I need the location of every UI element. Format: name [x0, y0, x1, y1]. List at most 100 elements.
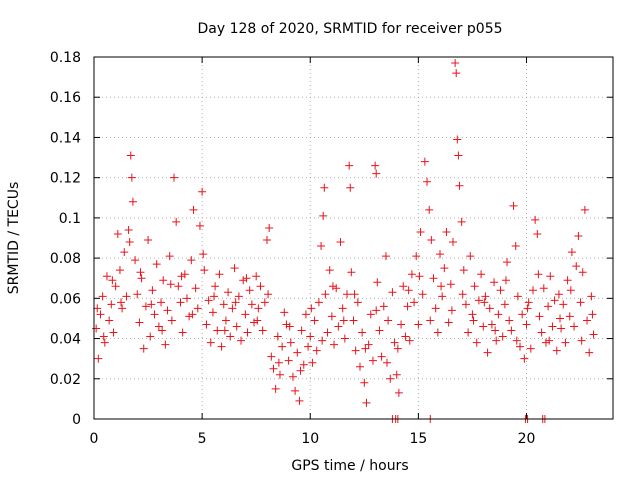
data-point — [217, 342, 226, 351]
data-point — [451, 59, 460, 68]
data-point — [178, 328, 187, 337]
data-point — [285, 322, 294, 331]
data-point — [99, 332, 108, 341]
data-point — [572, 262, 581, 271]
data-point — [267, 352, 276, 361]
data-point — [390, 338, 399, 347]
data-point — [349, 316, 358, 325]
data-point — [444, 318, 453, 327]
data-point — [548, 322, 557, 331]
axis-ticks — [93, 56, 613, 420]
data-point — [147, 300, 156, 309]
data-point — [195, 221, 204, 230]
data-point — [122, 292, 131, 301]
data-point — [241, 310, 250, 319]
data-point — [282, 320, 291, 329]
data-point — [325, 266, 334, 275]
data-point — [215, 270, 224, 279]
data-point — [189, 205, 198, 214]
data-point — [167, 316, 176, 325]
data-point — [133, 290, 142, 299]
data-point — [278, 342, 287, 351]
data-point — [585, 348, 594, 357]
data-point — [386, 374, 395, 383]
data-point — [452, 69, 461, 78]
data-point — [480, 298, 489, 307]
data-point — [202, 320, 211, 329]
data-point — [185, 312, 194, 321]
data-point — [193, 304, 202, 313]
data-point — [299, 360, 308, 369]
data-point — [494, 310, 503, 319]
data-point — [198, 187, 207, 196]
data-point — [211, 282, 220, 291]
data-point — [125, 238, 134, 247]
data-point — [500, 300, 509, 309]
data-point — [317, 242, 326, 251]
data-point — [393, 344, 402, 353]
tick-labels: 0 0.02 0.04 0.06 0.08 0.1 0.12 0.14 0.16 0.18 0 5 10… — [50, 50, 536, 447]
data-point — [360, 378, 369, 387]
data-point — [576, 298, 585, 307]
data-point — [180, 270, 189, 279]
data-point — [224, 288, 233, 297]
data-point — [433, 328, 442, 337]
data-point — [429, 274, 438, 283]
data-point — [566, 286, 575, 295]
data-point — [442, 227, 451, 236]
data-point — [361, 344, 370, 353]
data-point — [213, 326, 222, 335]
data-point — [416, 227, 425, 236]
data-point — [464, 328, 473, 337]
data-point — [93, 304, 102, 313]
data-point — [397, 320, 406, 329]
data-point — [206, 338, 215, 347]
data-point — [328, 282, 337, 291]
y-tick-label: 0.06 — [50, 291, 81, 307]
data-point — [557, 324, 566, 333]
data-point — [483, 348, 492, 357]
data-point — [523, 304, 532, 313]
data-point — [574, 231, 583, 240]
data-point — [470, 282, 479, 291]
y-tick-label: 0.1 — [59, 211, 81, 227]
data-point — [544, 302, 553, 311]
data-point — [459, 266, 468, 275]
data-point — [446, 280, 455, 289]
data-point — [98, 292, 107, 301]
y-tick-label: 0.14 — [50, 130, 81, 146]
data-point — [187, 256, 196, 265]
data-point — [166, 280, 175, 289]
data-point — [388, 288, 397, 297]
data-point — [347, 268, 356, 277]
data-point — [150, 310, 159, 319]
data-point — [339, 316, 348, 325]
data-point — [492, 336, 501, 345]
data-point — [375, 326, 384, 335]
data-point — [159, 276, 168, 285]
data-point — [306, 332, 315, 341]
data-point — [427, 236, 436, 245]
data-point — [139, 344, 148, 353]
data-point — [250, 318, 259, 327]
data-point — [141, 302, 150, 311]
data-point — [578, 268, 587, 277]
data-point — [404, 286, 413, 295]
y-tick-label: 0.08 — [50, 251, 81, 267]
data-point — [516, 342, 525, 351]
data-point — [528, 286, 537, 295]
data-point — [148, 286, 157, 295]
data-point — [120, 248, 129, 257]
data-point — [320, 183, 329, 192]
data-point — [226, 332, 235, 341]
data-point — [177, 272, 186, 281]
data-point — [355, 362, 364, 371]
data-point — [570, 322, 579, 331]
data-point — [454, 151, 463, 160]
y-tick-label: 0.12 — [50, 171, 81, 187]
data-point — [353, 298, 362, 307]
data-point — [245, 286, 254, 295]
data-point — [343, 290, 352, 299]
data-point — [436, 250, 444, 259]
data-point — [477, 270, 486, 279]
